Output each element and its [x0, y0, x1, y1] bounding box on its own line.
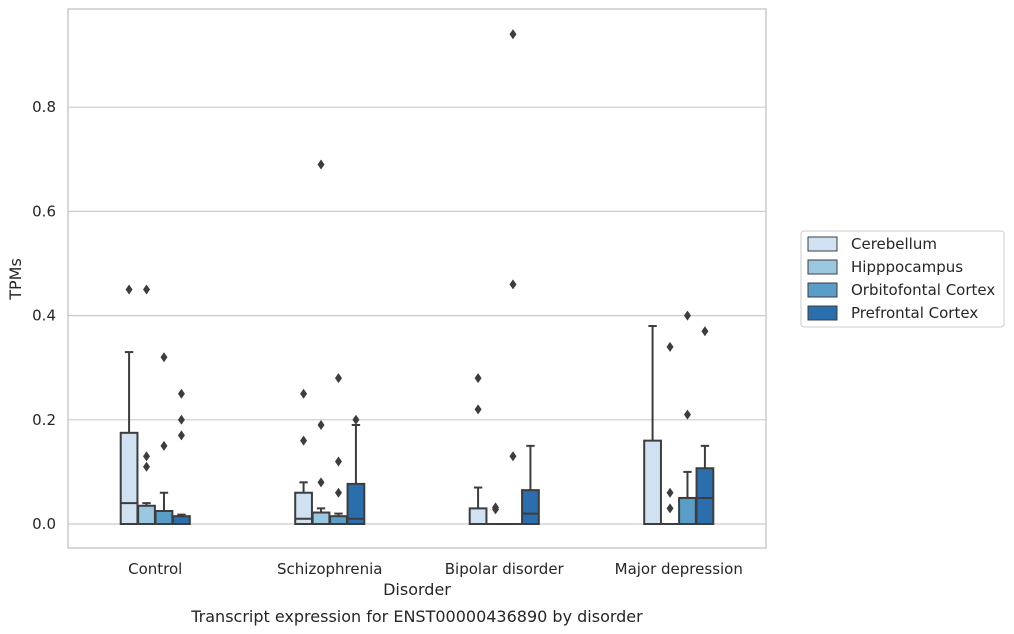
box-body — [468, 507, 488, 525]
legend-label: Hipppocampus — [851, 258, 963, 276]
y-tick-label: 0.4 — [32, 307, 56, 325]
box-body — [678, 496, 697, 526]
outlier-point — [143, 461, 151, 472]
x-tick-label: Schizophrenia — [277, 560, 382, 578]
outlier-point — [334, 487, 342, 498]
y-axis-ticks: 0.0 0.2 0.4 0.6 0.8 — [32, 98, 56, 533]
legend-swatch — [807, 305, 838, 321]
chart-caption: Transcript expression for ENST0000043689… — [190, 607, 643, 626]
outlier-point — [701, 326, 709, 337]
box-groups — [119, 29, 715, 526]
y-tick-label: 0.8 — [32, 98, 56, 116]
box-body — [643, 439, 662, 526]
outlier-point — [666, 487, 674, 498]
legend-swatch — [807, 236, 838, 252]
box-body — [311, 511, 331, 526]
legend-frame — [800, 230, 1005, 328]
box-0-3 — [172, 388, 191, 525]
outlier-point — [352, 414, 360, 425]
box-body — [294, 491, 313, 525]
box-body — [346, 482, 366, 525]
box-0-0 — [119, 284, 139, 526]
y-axis-title: TPMs — [6, 258, 25, 301]
outlier-point — [177, 414, 185, 425]
y-tick-label: 0.6 — [32, 202, 56, 220]
outlier-point — [683, 409, 691, 420]
box-body — [521, 489, 540, 526]
box-0-1 — [137, 284, 156, 526]
outlier-point — [509, 451, 517, 462]
outlier-point — [334, 373, 342, 384]
legend-label: Cerebellum — [851, 235, 937, 253]
legend: Cerebellum Hipppocampus Orbitofontal Corte… — [800, 230, 1005, 328]
outlier-point — [666, 341, 674, 352]
outlier-point — [334, 456, 342, 467]
outlier-point — [683, 310, 691, 321]
outlier-point — [143, 284, 151, 295]
box-body — [329, 515, 348, 525]
box-3-0 — [643, 325, 662, 526]
x-axis-title: Disorder — [383, 580, 451, 599]
x-tick-label: Bipolar disorder — [445, 560, 565, 578]
outlier-point — [300, 435, 308, 446]
box-1-2 — [329, 373, 348, 525]
box-body — [695, 467, 715, 525]
box-body — [137, 504, 156, 526]
outlier-point — [509, 279, 517, 290]
outlier-point — [492, 502, 500, 513]
outlier-point — [317, 477, 325, 488]
outlier-point — [474, 373, 482, 384]
outlier-point — [160, 440, 168, 451]
outlier-point — [177, 388, 185, 399]
y-tick-label: 0.0 — [32, 515, 56, 533]
box-3-3 — [695, 326, 715, 525]
box-0-2 — [154, 352, 174, 526]
box-1-1 — [311, 159, 331, 526]
outlier-point — [509, 29, 517, 40]
box-3-2 — [678, 310, 697, 526]
legend-label: Prefrontal Cortex — [851, 304, 978, 322]
outlier-point — [474, 404, 482, 415]
box-2-3 — [521, 444, 540, 526]
plot-frame — [67, 8, 767, 549]
box-body — [119, 431, 139, 526]
box-body — [172, 515, 191, 525]
x-tick-label: Major depression — [615, 560, 743, 578]
legend-swatch — [807, 282, 838, 298]
box-3-1 — [660, 341, 680, 526]
box-1-3 — [346, 414, 366, 525]
y-tick-label: 0.2 — [32, 411, 56, 429]
outlier-point — [125, 284, 133, 295]
outlier-point — [300, 388, 308, 399]
box-body — [154, 509, 174, 526]
box-1-0 — [294, 388, 313, 525]
x-tick-label: Control — [128, 560, 182, 578]
legend-swatch — [807, 259, 838, 275]
outlier-point — [143, 451, 151, 462]
x-axis-ticks: Control Schizophrenia Bipolar disorder Majo… — [128, 560, 743, 578]
legend-label: Orbitofontal Cortex — [851, 281, 995, 299]
outlier-point — [177, 430, 185, 441]
outlier-point — [317, 159, 325, 170]
box-2-0 — [468, 373, 488, 525]
outlier-point — [317, 420, 325, 431]
outlier-point — [160, 352, 168, 363]
outlier-point — [666, 503, 674, 514]
